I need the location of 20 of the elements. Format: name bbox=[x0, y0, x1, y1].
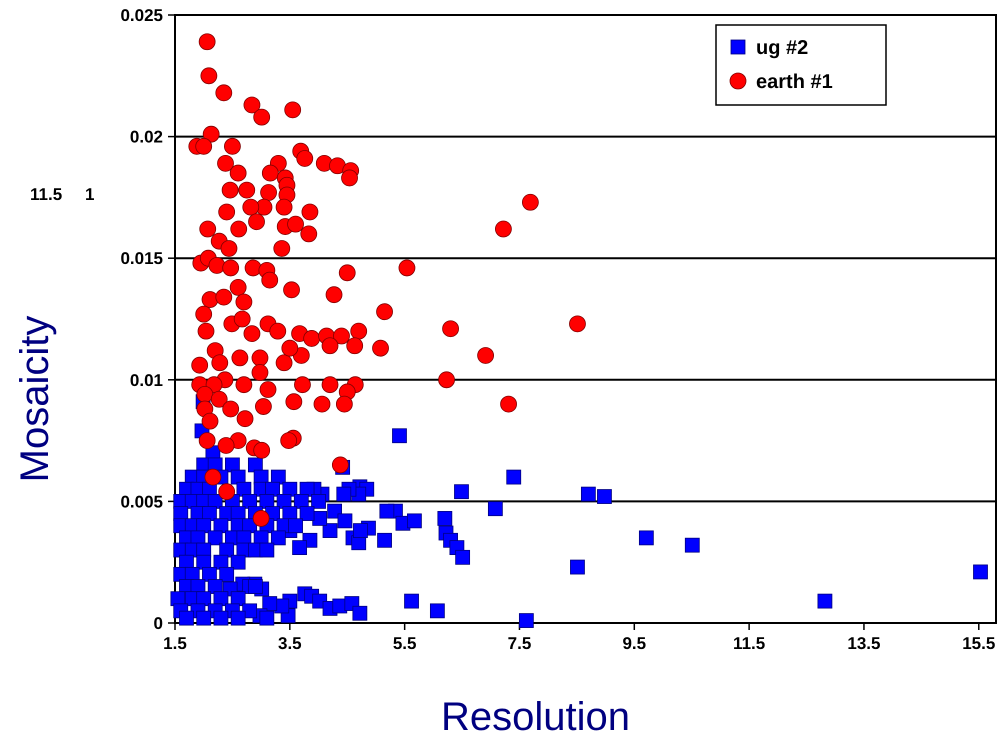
x-tick-label: 13.5 bbox=[847, 634, 880, 653]
x-tick-label: 15.5 bbox=[962, 634, 996, 653]
text: 11.5 bbox=[30, 185, 62, 204]
x-tick-label: 7.5 bbox=[508, 634, 532, 653]
y-tick-label: 0.02 bbox=[130, 128, 163, 147]
y-tick-label: 0.01 bbox=[130, 370, 163, 390]
x-tick-label: 9.5 bbox=[622, 634, 646, 653]
x-tick-label: 1.5 bbox=[163, 634, 187, 653]
text: 1 bbox=[85, 185, 94, 204]
y-axis-title: Mosaicity bbox=[13, 316, 57, 482]
y-tick-label: 0 bbox=[154, 614, 163, 633]
y-tick-label: 0.005 bbox=[120, 492, 163, 512]
x-tick-label: 11.5 bbox=[733, 634, 766, 653]
y-tick-label: 0.015 bbox=[120, 249, 163, 268]
x-tick-label: 3.5 bbox=[278, 634, 302, 653]
x-tick-label: 5.5 bbox=[392, 634, 416, 653]
x-axis-title: Resolution bbox=[440, 695, 630, 739]
legend-label: ug #2 bbox=[756, 37, 808, 59]
legend-label: earth #1 bbox=[756, 71, 833, 93]
y-tick-label: 0.025 bbox=[120, 6, 163, 25]
